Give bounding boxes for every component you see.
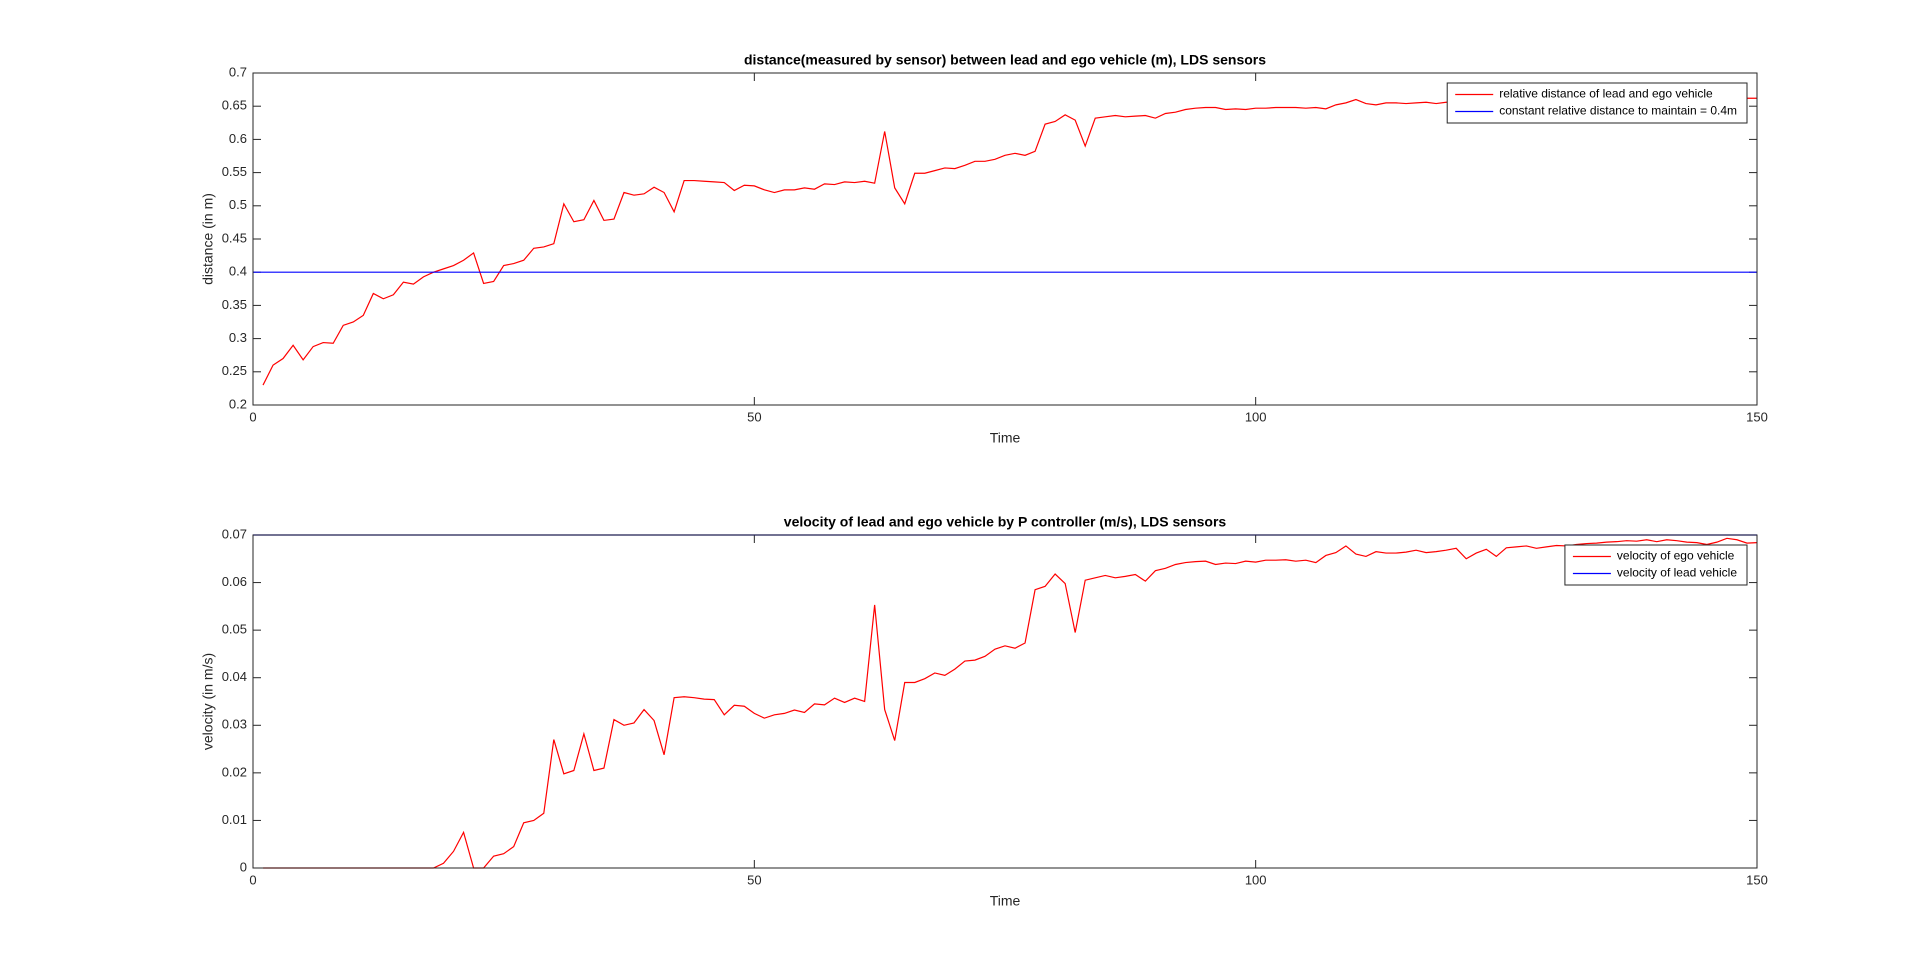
y-tick-label: 0.25 [222, 363, 247, 378]
x-tick-label: 0 [249, 872, 256, 887]
y-tick-label: 0.05 [222, 622, 247, 637]
chart-title: distance(measured by sensor) between lea… [744, 52, 1266, 68]
y-tick-label: 0.04 [222, 669, 247, 684]
legend-box [1564, 544, 1748, 586]
y-tick-label: 0.55 [222, 164, 247, 179]
legend: relative distance of lead and ego vehicl… [1446, 82, 1748, 124]
y-tick-label: 0.03 [222, 717, 247, 732]
y-tick-label: 0.06 [222, 574, 247, 589]
plot-area [253, 73, 1757, 405]
legend-label: constant relative distance to maintain =… [1499, 104, 1737, 118]
x-axis-label: Time [990, 893, 1021, 909]
y-tick-label: 0.07 [222, 526, 247, 541]
legend: velocity of ego vehicle velocity of lead … [1564, 544, 1748, 586]
y-tick-label: 0.45 [222, 230, 247, 245]
y-tick-label: 0.4 [229, 264, 247, 279]
y-tick-label: 0.7 [229, 64, 247, 79]
x-tick-label: 100 [1245, 409, 1267, 424]
legend-label: velocity of lead vehicle [1617, 566, 1737, 580]
axes-box [252, 534, 1758, 869]
y-tick-label: 0.65 [222, 98, 247, 113]
x-tick-label: 100 [1245, 872, 1267, 887]
x-tick-label: 0 [249, 409, 256, 424]
x-tick-label: 150 [1746, 409, 1768, 424]
axes: 0.2 0.25 0.3 0.35 0.4 0.45 0.5 0.55 0.6 0.65 0.7 0 5… [200, 52, 1768, 446]
y-tick-label: 0.3 [229, 330, 247, 345]
y-tick-label: 0.6 [229, 131, 247, 146]
x-axis-label: Time [990, 430, 1021, 446]
legend-label: velocity of ego vehicle [1617, 549, 1735, 563]
y-tick-label: 0.01 [222, 812, 247, 827]
data-line [263, 537, 1758, 869]
x-tick-label: 50 [747, 872, 761, 887]
y-tick-label: 0.02 [222, 764, 247, 779]
axes: 0 0.01 0.02 0.03 0.04 0.05 0.06 0.07 0 50 100 150 ve… [200, 514, 1768, 909]
x-tick-label: 50 [747, 409, 761, 424]
x-tick-label: 150 [1746, 872, 1768, 887]
chart-title: velocity of lead and ego vehicle by P co… [784, 514, 1227, 530]
legend-box [1446, 82, 1748, 124]
y-tick-label: 0.35 [222, 297, 247, 312]
y-tick-label: 0 [240, 859, 247, 874]
legend-label: relative distance of lead and ego vehicl… [1499, 87, 1713, 101]
y-tick-label: 0.5 [229, 197, 247, 212]
y-tick-label: 0.2 [229, 396, 247, 411]
axes-box [252, 72, 1758, 406]
plot-area [253, 535, 1757, 868]
y-axis-label: distance (in m) [200, 193, 216, 285]
y-axis-label: velocity (in m/s) [200, 653, 216, 750]
